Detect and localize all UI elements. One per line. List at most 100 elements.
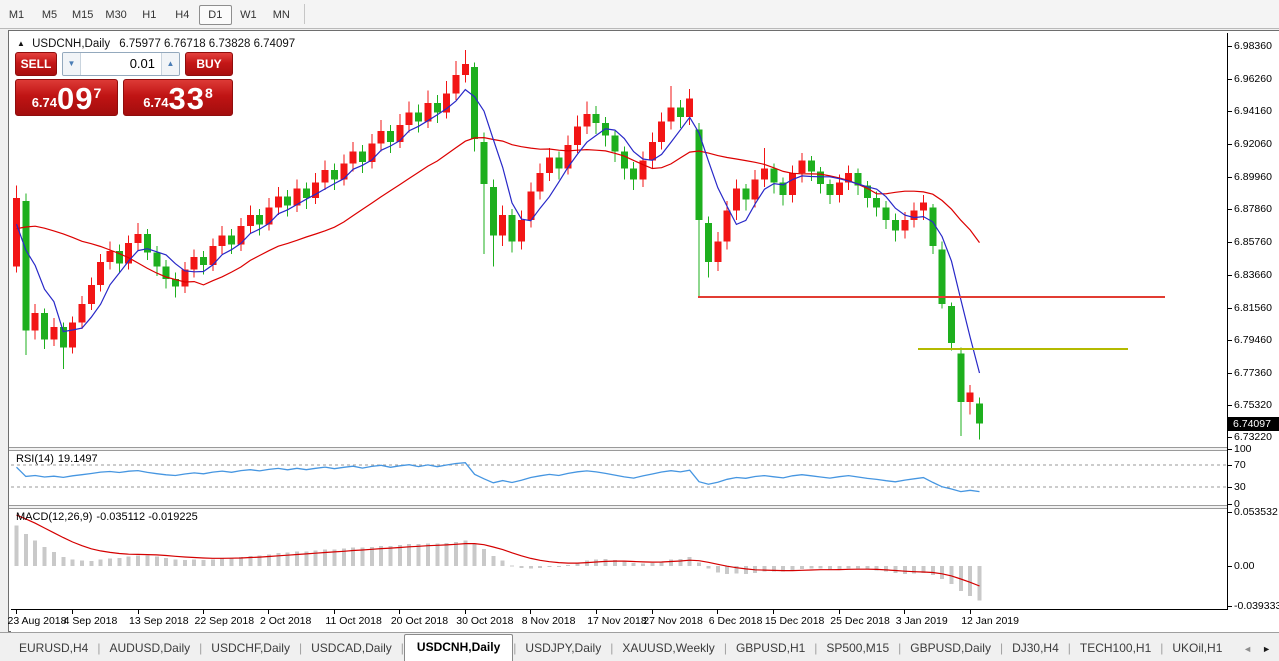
time-axis-label: 13 Sep 2018 xyxy=(129,615,189,627)
timeframe-m5[interactable]: M5 xyxy=(41,8,58,21)
tab-separator: | xyxy=(1160,641,1164,655)
pane-splitter[interactable] xyxy=(9,505,1279,509)
pane-splitter[interactable] xyxy=(9,447,1279,451)
rsi-axis-label: 70 xyxy=(1234,459,1246,471)
price-axis-label: 6.73220 xyxy=(1234,431,1272,444)
time-axis-tick xyxy=(838,610,840,614)
tab-usdcad-daily[interactable]: USDCAD,Daily xyxy=(311,641,392,655)
price-axis-label: 6.96260 xyxy=(1234,72,1272,85)
rsi-axis-label: 30 xyxy=(1234,481,1246,493)
tab-sp500-m15[interactable]: SP500,M15 xyxy=(826,641,890,655)
sell-button[interactable]: SELL xyxy=(15,52,57,76)
price-axis-label: 6.87860 xyxy=(1234,203,1272,216)
tabs-scroll-left-icon[interactable]: ◄ xyxy=(1243,644,1253,654)
ask-price-pips: 33 xyxy=(168,81,205,116)
tab-separator: | xyxy=(199,641,203,655)
time-axis[interactable]: 23 Aug 2018 4 Sep 2018 13 Sep 2018 22 Sep 2… xyxy=(8,609,1227,633)
price-axis-tick xyxy=(1228,372,1232,374)
ma-fast-line xyxy=(15,88,981,374)
timeframe-m1[interactable]: M1 xyxy=(8,8,25,21)
tabs-scroll-right-icon[interactable]: ► xyxy=(1262,644,1271,654)
tab-ukoil-h1[interactable]: UKOil,H1 xyxy=(1172,641,1223,655)
volume-input[interactable]: 0.01 xyxy=(129,56,155,71)
tab-usdcnh-daily[interactable]: USDCNH,Daily xyxy=(403,634,514,661)
tab-gbpusd-daily[interactable]: GBPUSD,Daily xyxy=(910,641,991,655)
timeframe-mn[interactable]: MN xyxy=(272,8,290,21)
tab-usdjpy-daily[interactable]: USDJPY,Daily xyxy=(525,641,602,655)
chart-symbol-label: USDCNH,Daily xyxy=(32,38,111,50)
tab-gbpusd-h1[interactable]: GBPUSD,H1 xyxy=(735,641,806,655)
macd-axis-label: -0.039333 xyxy=(1234,599,1279,612)
price-axis-line xyxy=(1227,33,1228,610)
tab-usdchf-daily[interactable]: USDCHF,Daily xyxy=(211,641,290,655)
tab-separator: | xyxy=(1067,641,1071,655)
macd-values: -0.035112 -0.019225 xyxy=(96,511,198,523)
bid-price-pips: 09 xyxy=(57,81,94,116)
tab-tech100-h1[interactable]: TECH100,H1 xyxy=(1079,641,1152,655)
tab-separator: | xyxy=(814,641,818,655)
tab-xauusd-weekly[interactable]: XAUUSD,Weekly xyxy=(622,641,715,655)
timeframe-d1[interactable]: D1 xyxy=(198,4,232,25)
macd-axis-tick xyxy=(1228,511,1232,513)
macd-pane[interactable]: MACD(12,26,9) -0.035112 -0.019225 xyxy=(11,509,1227,607)
tab-eurusd-h4[interactable]: EURUSD,H4 xyxy=(19,641,89,655)
ask-price-tile[interactable]: 6.74 33 8 xyxy=(123,79,233,116)
collapse-triangle-icon[interactable]: ▲ xyxy=(17,39,25,48)
time-axis-label: 25 Dec 2018 xyxy=(830,615,890,627)
tab-separator: | xyxy=(723,641,727,655)
price-axis-tick xyxy=(1228,307,1232,309)
timeframe-toolbar: M1 M5 M15 M30 H1 H4 D1 W1 MN xyxy=(0,0,1279,29)
time-axis-tick xyxy=(203,610,204,614)
tab-dj30-h4[interactable]: DJ30,H4 xyxy=(1012,641,1059,655)
price-axis-tick xyxy=(1228,111,1232,113)
time-axis-tick xyxy=(16,610,17,614)
price-axis-label: 6.77360 xyxy=(1234,366,1272,379)
macd-axis-tick xyxy=(1228,605,1232,607)
tab-audusd-daily[interactable]: AUDUSD,Daily xyxy=(109,641,191,655)
volume-decrease-icon[interactable]: ▼ xyxy=(63,53,81,75)
price-axis-tick xyxy=(1228,46,1232,47)
time-axis-label: 27 Nov 2018 xyxy=(643,615,703,627)
timeframe-m30[interactable]: M30 xyxy=(105,8,127,21)
rsi-axis-tick xyxy=(1228,503,1232,505)
rsi-chart xyxy=(11,462,1227,493)
timeframe-w1[interactable]: W1 xyxy=(240,8,257,21)
macd-axis-label: 0.00 xyxy=(1234,560,1255,572)
time-axis-tick xyxy=(595,610,597,614)
rsi-axis-tick xyxy=(1228,487,1232,488)
time-axis-label: 3 Jan 2019 xyxy=(895,615,948,627)
macd-histogram xyxy=(14,525,982,601)
price-axis[interactable]: 6.74097 6.98360 6.96260 6.94160 6.92060 6.89… xyxy=(1227,31,1279,633)
time-axis-tick xyxy=(717,610,719,614)
main-chart-pane[interactable]: ▲ USDCNH,Daily 6.75977 6.76718 6.73828 6… xyxy=(11,33,1227,447)
price-axis-tick xyxy=(1228,437,1232,439)
tab-separator: | xyxy=(898,641,902,655)
buy-button[interactable]: BUY xyxy=(185,52,233,76)
time-axis-tick xyxy=(904,610,906,614)
volume-stepper: ▼ 0.01 ▲ xyxy=(62,52,180,76)
bid-price-tile[interactable]: 6.74 09 7 xyxy=(15,79,118,116)
time-axis-tick xyxy=(969,610,971,614)
rsi-axis-label: 0 xyxy=(1234,497,1240,510)
price-axis-label: 6.94160 xyxy=(1234,105,1272,118)
price-axis-tick xyxy=(1228,274,1232,276)
time-axis-label: 6 Dec 2018 xyxy=(708,615,763,627)
rsi-label: RSI(14) 19.1497 xyxy=(16,453,102,465)
tab-separator: | xyxy=(97,641,101,655)
time-axis-label: 15 Dec 2018 xyxy=(764,615,825,627)
bid-price-main: 6.74 xyxy=(31,95,58,110)
volume-increase-icon[interactable]: ▲ xyxy=(161,53,179,75)
timeframe-h4[interactable]: H4 xyxy=(175,8,190,21)
time-axis-tick xyxy=(399,610,401,614)
time-axis-label: 2 Oct 2018 xyxy=(259,615,312,627)
macd-axis-tick xyxy=(1228,566,1232,567)
timeframe-m15[interactable]: M15 xyxy=(72,8,94,21)
tab-separator: | xyxy=(610,641,614,655)
rsi-pane[interactable]: RSI(14) 19.1497 xyxy=(11,451,1227,505)
price-axis-label: 6.75320 xyxy=(1234,398,1272,411)
price-axis-label: 6.89960 xyxy=(1234,170,1272,183)
timeframe-h1[interactable]: H1 xyxy=(142,8,157,21)
time-axis-tick xyxy=(333,610,335,614)
tab-separator: | xyxy=(513,641,517,655)
price-axis-label: 6.81560 xyxy=(1234,301,1272,314)
